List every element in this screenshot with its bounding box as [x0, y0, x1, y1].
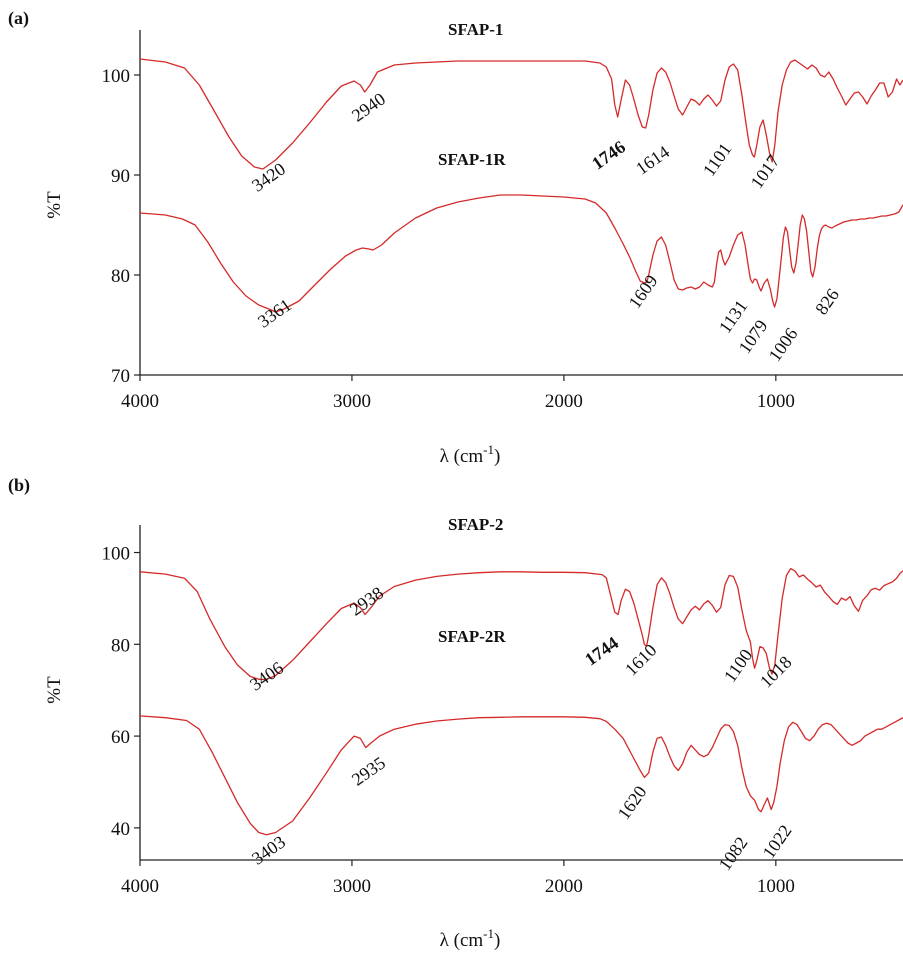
peak-label: 1614	[632, 142, 673, 179]
panel-a: (a) 70 80 90 100 4000 3000 2000 1000 %T λ (cm-1) SF…	[8, 8, 903, 467]
peak-label: 1101	[699, 139, 736, 179]
y-tick-label: 40	[111, 819, 130, 840]
peak-label: 1100	[720, 645, 757, 685]
peak-label: 1609	[625, 271, 662, 312]
series-line	[139, 58, 903, 170]
y-tick-label: 60	[111, 727, 130, 748]
x-tick-label: 3000	[333, 391, 371, 412]
x-axis-label: λ (cm-1)	[440, 442, 501, 467]
peak-label: 2938	[346, 583, 387, 620]
x-axis-label: λ (cm-1)	[440, 926, 501, 951]
peak-label: 1017	[747, 151, 784, 192]
peak-label: 1744	[581, 633, 622, 670]
peak-label: 3420	[248, 159, 289, 196]
y-axis-label: %T	[44, 191, 65, 219]
x-tick-label: 4000	[121, 391, 159, 412]
series-title: SFAP-1	[448, 20, 503, 39]
peak-label: 1022	[759, 821, 796, 862]
peak-label: 1018	[756, 652, 796, 692]
series-line	[139, 715, 903, 836]
x-tick-label: 4000	[121, 876, 159, 897]
panel-label: (b)	[8, 475, 30, 496]
x-tick-label: 1000	[757, 391, 795, 412]
y-axis-label: %T	[44, 676, 65, 704]
y-tick-label: 100	[102, 544, 131, 565]
panel-label: (a)	[8, 8, 29, 29]
x-tick-label: 3000	[333, 876, 371, 897]
series-title: SFAP-2R	[438, 627, 506, 646]
peak-label: 826	[811, 285, 843, 319]
peak-label: 1746	[588, 137, 629, 174]
y-tick-label: 80	[111, 266, 130, 287]
peak-label: 1006	[765, 324, 802, 365]
series-title: SFAP-2	[448, 515, 503, 534]
y-tick-label: 100	[102, 66, 131, 87]
peak-label: 1610	[621, 640, 661, 680]
y-tick-label: 90	[111, 166, 130, 187]
series-line	[139, 567, 903, 681]
peak-label: 1082	[715, 833, 752, 874]
series-line	[139, 194, 903, 313]
peak-label: 3406	[246, 658, 287, 695]
panel-b: (b) 40 60 80 100 4000 3000 2000 1000 %T λ (cm-1) SF…	[8, 475, 903, 951]
series-title: SFAP-1R	[438, 150, 506, 169]
peak-label: 3361	[254, 295, 295, 332]
y-tick-label: 70	[111, 366, 130, 387]
peak-label: 3403	[248, 832, 289, 869]
peak-label: 2940	[348, 89, 389, 126]
x-tick-label: 1000	[757, 876, 795, 897]
peak-label: 1620	[614, 782, 651, 823]
peak-label: 2935	[348, 753, 389, 790]
x-tick-label: 2000	[545, 876, 583, 897]
y-tick-label: 80	[111, 635, 130, 656]
x-tick-label: 2000	[545, 391, 583, 412]
